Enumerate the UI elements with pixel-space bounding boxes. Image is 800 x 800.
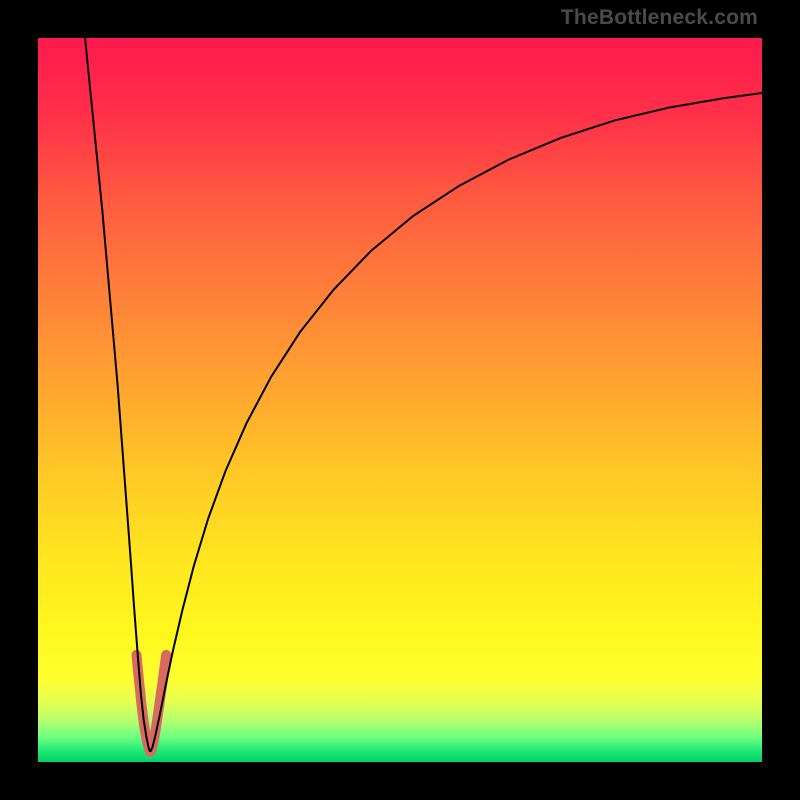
chart-frame: TheBottleneck.com [0,0,800,800]
curve-right-branch [150,93,762,752]
curve-left-branch [85,38,150,752]
curve-layer [38,38,762,762]
watermark-text: TheBottleneck.com [561,6,758,30]
plot-area [38,38,762,762]
